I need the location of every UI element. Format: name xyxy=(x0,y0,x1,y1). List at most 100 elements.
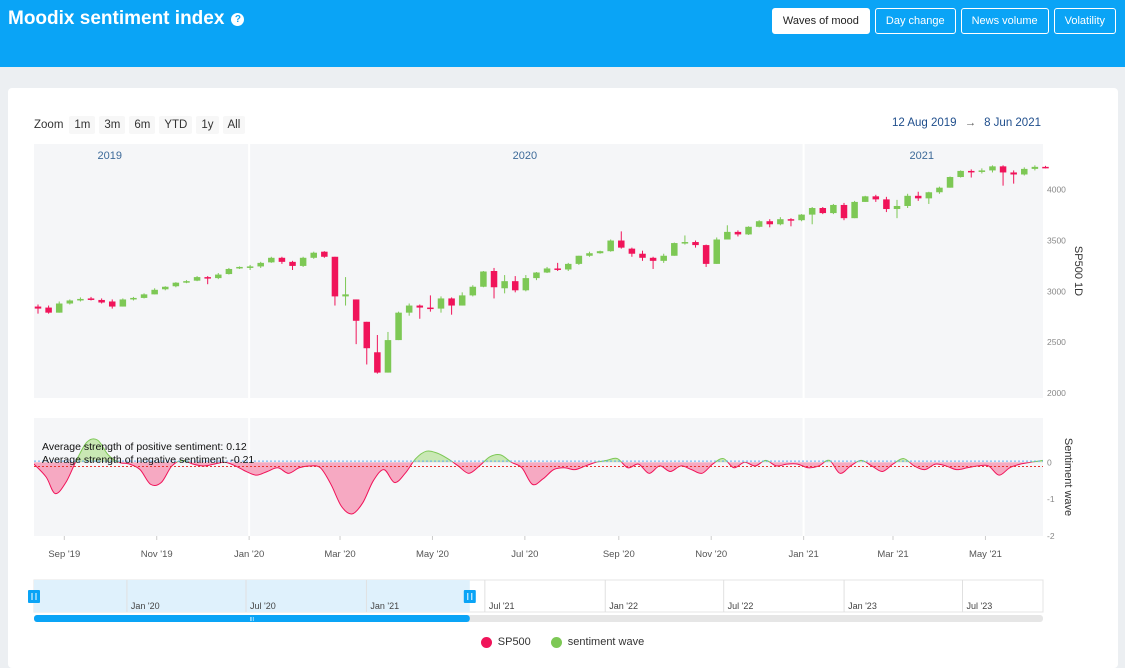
date-range: 12 Aug 2019 → 8 Jun 2021 xyxy=(892,117,1041,129)
positive-average-annotation: Average strength of positive sentiment: … xyxy=(42,441,247,453)
candle-body xyxy=(45,307,52,313)
zoom-1m-button[interactable]: 1m xyxy=(69,116,96,134)
candle-body xyxy=(692,242,699,246)
candle-body xyxy=(967,170,975,173)
candle-body xyxy=(215,274,222,279)
price-plot-area xyxy=(34,144,1043,398)
zoom-6m-button[interactable]: 6m xyxy=(129,116,156,134)
zoom-all-button[interactable]: All xyxy=(222,116,246,134)
candle-body xyxy=(702,245,710,264)
candle-body xyxy=(660,255,667,261)
x-tick-label: Jul '20 xyxy=(511,549,538,560)
navigator-label: Jul '22 xyxy=(728,601,754,611)
candle-body xyxy=(193,277,201,281)
navigator-selection xyxy=(34,580,470,612)
navigator-left-handle[interactable] xyxy=(28,590,40,603)
year-label: 2019 xyxy=(98,150,122,162)
candle-body xyxy=(331,256,339,297)
view-tabs: Waves of mood Day change News volume Vol… xyxy=(771,8,1116,34)
candle-body xyxy=(151,289,158,295)
candle-body xyxy=(989,166,996,171)
candle-body xyxy=(586,253,593,256)
candle-body xyxy=(724,231,731,240)
navigator-label: Jan '20 xyxy=(131,601,160,611)
sentiment-y-tick: 0 xyxy=(1047,457,1052,467)
candle-body xyxy=(543,268,551,273)
candle-body xyxy=(872,196,880,200)
sentiment-y-axis-label: Sentiment wave xyxy=(1062,438,1074,516)
candle-body xyxy=(925,192,933,199)
zoom-3m-button[interactable]: 3m xyxy=(99,116,126,134)
candle-body xyxy=(395,312,402,341)
price-y-tick: 3000 xyxy=(1047,286,1066,296)
navigator-label: Jan '22 xyxy=(609,601,638,611)
tab-volatility[interactable]: Volatility xyxy=(1053,8,1116,34)
candle-body xyxy=(108,301,116,307)
price-y-tick: 3500 xyxy=(1047,236,1066,246)
year-label: 2021 xyxy=(910,150,934,162)
range-from[interactable]: 12 Aug 2019 xyxy=(891,117,957,129)
candle-body xyxy=(575,255,583,264)
candle-body xyxy=(766,221,774,225)
candle-body xyxy=(490,271,498,288)
candle-body xyxy=(448,298,455,306)
candle-body xyxy=(564,263,572,270)
candle-body xyxy=(914,195,922,199)
candle-body xyxy=(734,231,742,235)
candle-body xyxy=(628,248,636,254)
candle-body xyxy=(618,240,625,248)
app-header: Moodix sentiment index ? Waves of mood D… xyxy=(0,0,1125,67)
candle-body xyxy=(310,252,317,258)
x-tick-label: Nov '19 xyxy=(141,549,173,560)
sentiment-line-negative xyxy=(34,462,1035,515)
candle-body xyxy=(883,199,890,210)
candle-body xyxy=(130,297,137,300)
candle-body xyxy=(533,272,540,279)
year-label: 2020 xyxy=(513,150,537,162)
x-tick-label: Mar '20 xyxy=(324,549,355,560)
tab-day-change[interactable]: Day change xyxy=(874,8,956,34)
tab-news-volume[interactable]: News volume xyxy=(960,8,1049,34)
legend-label-sentiment-wave: sentiment wave xyxy=(567,636,645,648)
x-tick-label: May '21 xyxy=(969,549,1002,560)
zoom-1y-button[interactable]: 1y xyxy=(196,116,219,134)
navigator-label: Jan '21 xyxy=(370,601,399,611)
candle-body xyxy=(745,226,752,235)
candle-body xyxy=(469,286,477,296)
candle-body xyxy=(798,214,805,221)
legend-item-sp500[interactable]: SP500 xyxy=(480,636,531,648)
zoom-ytd-button[interactable]: YTD xyxy=(159,116,193,134)
candle-body xyxy=(480,271,487,287)
sentiment-y-tick: -1 xyxy=(1047,494,1055,504)
candle-body xyxy=(87,298,95,300)
candle-body xyxy=(204,277,211,279)
candle-body xyxy=(98,299,105,303)
zoom-bar: Zoom 1m 3m 6m YTD 1y All xyxy=(34,116,246,134)
candle-body xyxy=(374,352,381,373)
navigator-right-handle[interactable] xyxy=(463,590,476,603)
candle-body xyxy=(1010,172,1017,175)
candle-body xyxy=(140,294,148,298)
candle-body xyxy=(554,268,561,270)
candle-body xyxy=(172,282,180,287)
candle-body xyxy=(671,243,678,256)
help-icon[interactable]: ? xyxy=(231,12,245,26)
candle-body xyxy=(299,257,307,266)
candle-body xyxy=(851,201,858,219)
negative-average-annotation: Average strength of negative sentiment: … xyxy=(42,454,254,466)
navigator-scrollbar-thumb[interactable] xyxy=(34,615,470,622)
range-to[interactable]: 8 Jun 2021 xyxy=(984,117,1041,129)
candle-body xyxy=(946,177,954,188)
candle-body xyxy=(639,253,646,258)
legend-item-sentiment-wave[interactable]: sentiment wave xyxy=(550,636,645,648)
candle-body xyxy=(437,298,445,309)
range-arrow-icon: → xyxy=(964,117,977,129)
candle-body xyxy=(1021,168,1028,175)
candle-body xyxy=(607,240,614,252)
price-y-tick: 4000 xyxy=(1047,185,1066,195)
tab-waves-of-mood[interactable]: Waves of mood xyxy=(771,8,870,34)
x-tick-label: Sep '20 xyxy=(603,549,635,560)
candle-body xyxy=(1042,166,1049,169)
candle-body xyxy=(405,305,413,313)
